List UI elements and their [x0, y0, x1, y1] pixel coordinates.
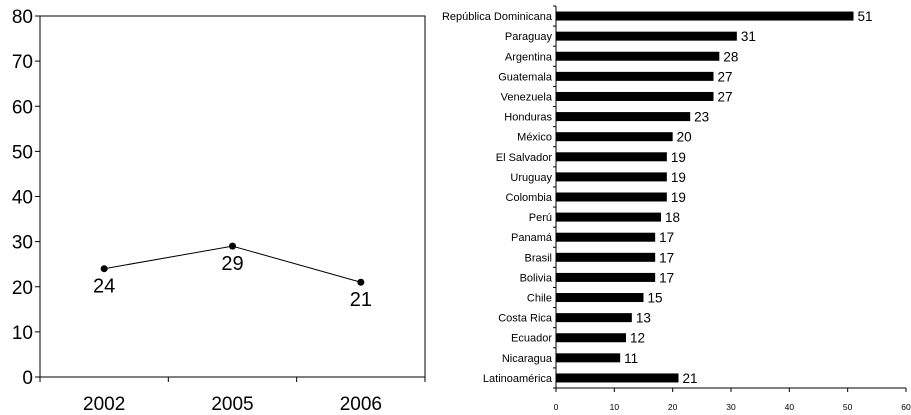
- right-bar: [556, 232, 656, 242]
- right-bar: [556, 112, 691, 122]
- left-y-tick-label: 70: [12, 52, 33, 73]
- right-data-label: 17: [659, 230, 674, 245]
- right-category-label: México: [517, 132, 552, 144]
- right-category-label: Ecuador: [511, 333, 552, 345]
- right-data-label: 19: [671, 190, 686, 205]
- right-bar: [556, 293, 644, 303]
- right-x-tick-label: 50: [843, 402, 853, 412]
- left-line-chart: 0 10 20 30 40 50 60 70 80 2002 2005 2006 24 29 21: [12, 7, 426, 415]
- left-x-tick-label: 2005: [211, 394, 253, 415]
- right-category-label: Nicaragua: [502, 353, 553, 365]
- left-data-label: 24: [93, 276, 115, 298]
- right-bar: [556, 31, 737, 41]
- left-x-tick-label: 2002: [83, 394, 125, 415]
- right-category-label: Guatemala: [498, 71, 553, 83]
- right-category-label: Colombia: [506, 192, 553, 204]
- right-category-label: Costa Rica: [498, 313, 553, 325]
- right-data-label: 17: [659, 270, 674, 285]
- right-data-label: 51: [858, 9, 873, 24]
- left-plot-frame: [39, 15, 426, 378]
- right-bar: [556, 91, 714, 101]
- left-y-tick-label: 60: [12, 97, 33, 118]
- right-data-label: 17: [659, 250, 674, 265]
- right-category-label: Bolivia: [520, 272, 553, 284]
- right-bar-chart: República Dominicana 51 Paraguay 31 Argentin…: [442, 5, 911, 412]
- left-y-tick-label: 0: [22, 368, 33, 389]
- right-data-label: 28: [723, 49, 738, 64]
- right-bar: [556, 192, 667, 202]
- left-x-tick-label: 2006: [340, 394, 382, 415]
- right-bar: [556, 333, 626, 343]
- right-category-label: Uruguay: [510, 172, 552, 184]
- right-bar: [556, 252, 656, 262]
- left-data-label: 21: [350, 289, 372, 311]
- right-category-label: Chile: [527, 293, 552, 305]
- left-y-axis: 0 10 20 30 40 50 60 70 80: [12, 7, 40, 389]
- right-data-label: 15: [648, 291, 663, 306]
- right-bars: República Dominicana 51 Paraguay 31 Argentin…: [442, 5, 873, 389]
- right-x-tick-label: 60: [901, 402, 911, 412]
- left-data-point: [229, 242, 236, 250]
- left-y-tick-label: 40: [12, 188, 33, 209]
- right-bar: [556, 212, 661, 222]
- left-x-axis: 2002 2005 2006: [39, 377, 426, 415]
- right-x-tick-label: 20: [668, 402, 678, 412]
- right-bar: [556, 11, 854, 21]
- left-y-tick-label: 30: [12, 233, 33, 254]
- right-category-label: Honduras: [504, 112, 552, 124]
- right-bar: [556, 172, 667, 182]
- right-data-label: 27: [718, 89, 733, 104]
- left-data-point: [357, 278, 365, 286]
- right-category-label: República Dominicana: [442, 11, 553, 23]
- right-data-label: 21: [683, 371, 698, 386]
- right-data-label: 11: [624, 351, 638, 366]
- right-data-label: 23: [694, 110, 709, 125]
- right-data-label: 31: [741, 29, 756, 44]
- right-data-label: 18: [665, 210, 680, 225]
- right-x-tick-label: 0: [554, 402, 559, 412]
- right-data-label: 12: [630, 331, 645, 346]
- right-category-label: Brasil: [524, 252, 552, 264]
- right-x-axis: 0 10 20 30 40 50 60: [554, 388, 911, 412]
- right-category-label: Perú: [529, 212, 552, 224]
- right-bar: [556, 152, 667, 162]
- left-data-point: [100, 265, 108, 273]
- right-bar: [556, 353, 621, 363]
- right-category-label: Latinoamérica: [483, 373, 553, 385]
- left-y-tick-label: 80: [12, 7, 33, 28]
- right-data-label: 13: [636, 311, 651, 326]
- left-series: 24 29 21: [93, 242, 372, 311]
- right-category-label: Venezuela: [501, 91, 553, 103]
- right-category-label: Paraguay: [505, 31, 553, 43]
- right-data-label: 20: [677, 130, 692, 145]
- right-category-label: Argentina: [505, 51, 553, 63]
- left-data-label: 29: [221, 253, 243, 275]
- left-y-tick-label: 50: [12, 142, 33, 163]
- right-bar: [556, 132, 673, 142]
- right-bar: [556, 313, 632, 323]
- right-data-label: 19: [671, 170, 686, 185]
- left-y-tick-label: 10: [12, 323, 33, 344]
- right-data-label: 27: [718, 69, 733, 84]
- right-x-tick-label: 40: [785, 402, 795, 412]
- right-bar: [556, 272, 656, 282]
- right-category-label: El Salvador: [496, 152, 553, 164]
- right-category-label: Panamá: [511, 232, 553, 244]
- right-bar: [556, 71, 714, 81]
- right-bar: [556, 51, 720, 61]
- right-data-label: 19: [671, 150, 686, 165]
- right-bar: [556, 373, 679, 383]
- left-y-tick-label: 20: [12, 278, 33, 299]
- right-x-tick-label: 30: [726, 402, 736, 412]
- right-x-tick-label: 10: [610, 402, 620, 412]
